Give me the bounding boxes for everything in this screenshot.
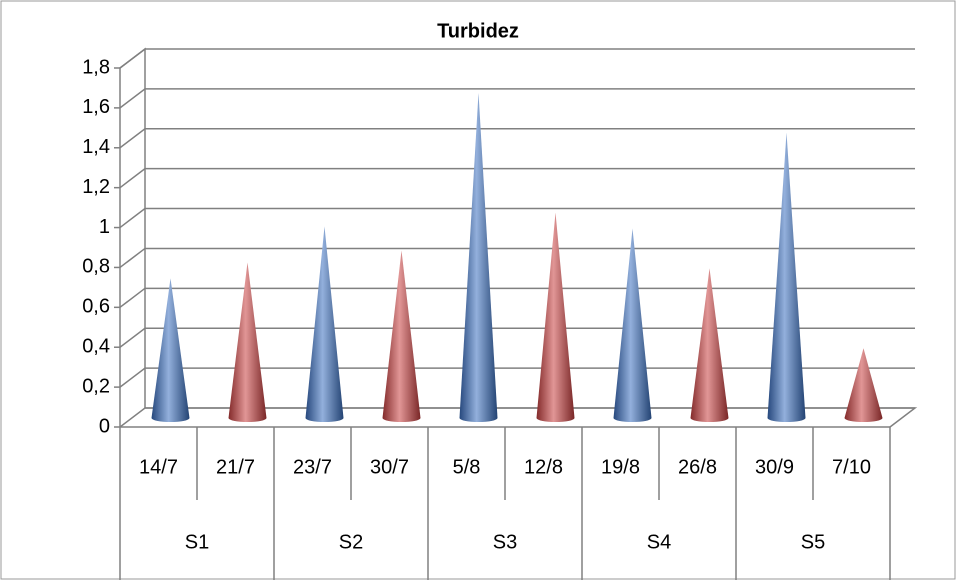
x-tick-label: 30/9 (755, 456, 794, 478)
grid-line (119, 207, 915, 229)
group-label: S5 (801, 531, 825, 553)
y-tick-label: 1,2 (82, 176, 110, 198)
grid-line (119, 167, 915, 189)
cone (613, 228, 652, 422)
x-tick-label: 21/7 (216, 456, 255, 478)
grid-line (119, 128, 915, 149)
y-tick-label: 0 (99, 415, 110, 437)
x-tick-label: 26/8 (678, 456, 717, 478)
y-tick-label: 0,2 (82, 375, 110, 397)
x-tick-label: 12/8 (524, 456, 563, 478)
cone (305, 226, 344, 422)
grid-line (119, 287, 915, 308)
cone (536, 212, 575, 422)
grid-line (119, 247, 915, 269)
x-tick-label: 23/7 (293, 456, 332, 478)
grid-line (119, 327, 915, 348)
y-tick-label: 1,4 (82, 136, 110, 158)
x-tick-label: 7/10 (832, 456, 871, 478)
cone (690, 268, 729, 422)
x-tick-label: 30/7 (370, 456, 409, 478)
group-label: S3 (493, 531, 517, 553)
x-tick-label: 19/8 (601, 456, 640, 478)
x-tick-label: 5/8 (453, 456, 481, 478)
group-label: S1 (185, 531, 209, 553)
grid-line (119, 88, 915, 109)
y-tick-label: 0,4 (82, 336, 110, 358)
y-tick-label: 1,6 (82, 96, 110, 118)
group-label: S2 (339, 531, 363, 553)
y-tick-label: 0,6 (82, 296, 110, 318)
grid-line (119, 367, 915, 388)
cone (844, 348, 883, 422)
cone (228, 262, 267, 422)
chart-title: Turbidez (437, 20, 519, 42)
x-tick-label: 14/7 (139, 456, 178, 478)
grid-line (119, 48, 915, 69)
grid-line (119, 407, 915, 428)
cone (767, 132, 806, 423)
y-tick-label: 1 (99, 216, 110, 238)
cone (151, 278, 190, 422)
y-tick-label: 1,8 (82, 56, 110, 78)
y-tick-label: 0,8 (82, 256, 110, 278)
group-label: S4 (647, 531, 671, 553)
cone (382, 250, 421, 422)
cone (459, 92, 498, 423)
